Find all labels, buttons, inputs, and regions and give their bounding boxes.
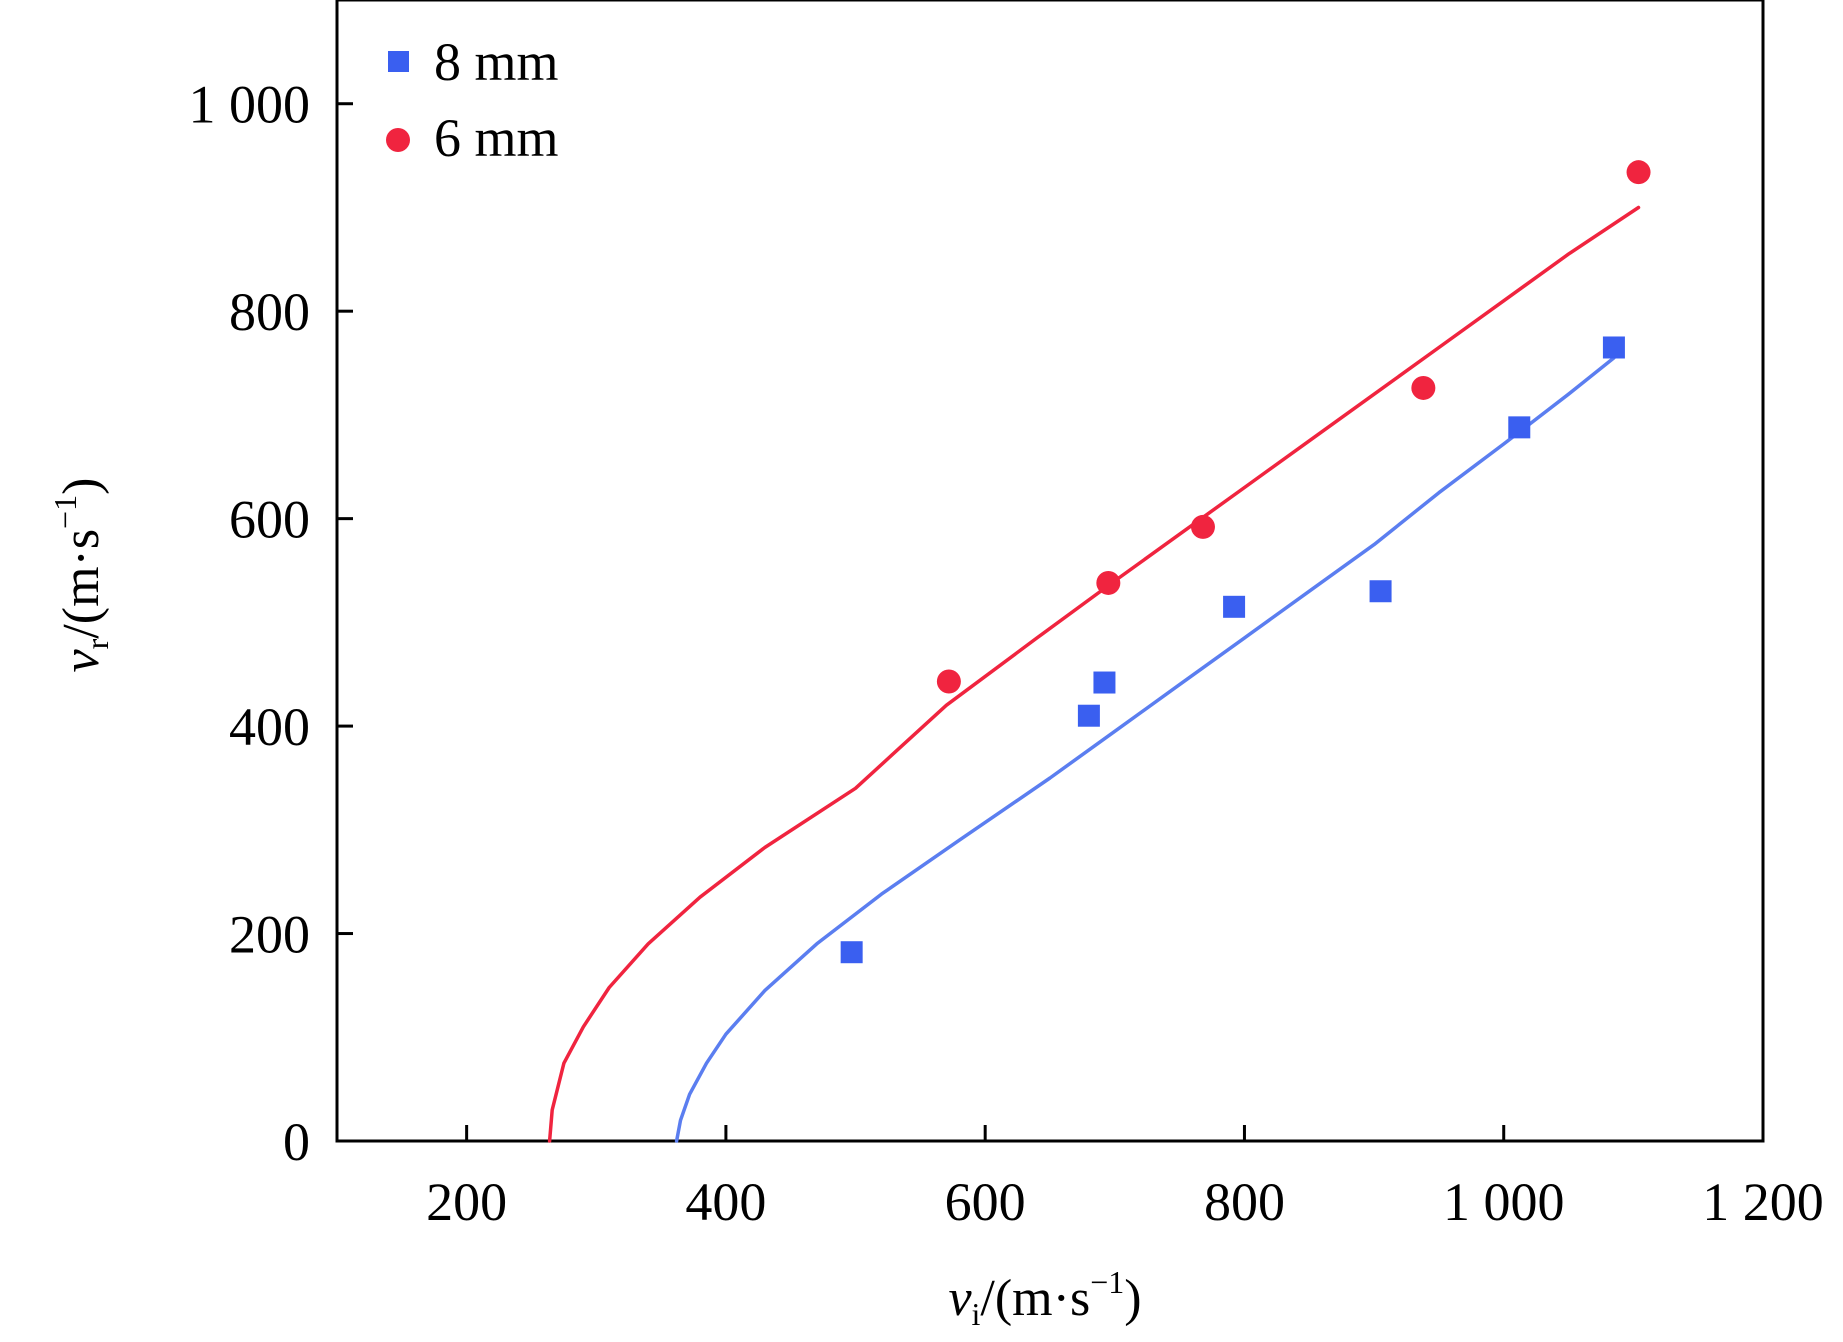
data-points-layer [840,160,1651,964]
y-tick-label: 200 [229,905,310,965]
data-point-8mm [1223,595,1246,618]
data-point-8mm [1093,671,1116,694]
data-point-8mm [1369,580,1392,603]
y-tick-label: 400 [229,697,310,757]
y-tick-label: 0 [283,1112,310,1172]
x-axis-label-var: v [948,1270,972,1327]
x-axis-label-sub: i [972,1296,981,1332]
legend-marker-6mm [386,128,410,152]
x-axis-label: vi/(m·s−1) [948,1264,1141,1332]
x-axis-label-exp: −1 [1090,1264,1124,1300]
x-tick-label: 600 [945,1172,1026,1232]
data-point-6mm [1096,570,1121,595]
data-point-8mm [1508,416,1531,439]
x-tick-label: 1 200 [1702,1172,1824,1232]
y-axis-label-close: ) [53,478,110,495]
legend-label-8mm: 8 mm [434,32,559,92]
y-axis-label-exp: −1 [47,495,83,529]
data-point-6mm [1190,514,1215,539]
x-tick-label: 1 000 [1443,1172,1565,1232]
legend-marker-8mm [388,51,409,72]
x-tick-label: 400 [685,1172,766,1232]
ticks-layer: 200 400 600 800 1 000 1 200 0 200 400 600 800 1 000 [189,75,1824,1232]
legend: 8 mm 6 mm [386,32,559,168]
data-point-6mm [1411,375,1436,400]
data-point-6mm [936,669,961,694]
data-point-8mm [1602,336,1625,359]
x-tick-label: 200 [426,1172,507,1232]
fit-curve-8mm [674,356,1616,1143]
fit-curve-6mm [547,205,1641,1143]
legend-label-6mm: 6 mm [434,108,559,168]
y-axis-label-sub: r [79,638,115,649]
data-point-8mm [840,941,863,964]
plot-frame [335,0,1765,1143]
y-axis-label-var: v [53,648,110,672]
axes-layer [335,0,1765,1143]
x-tick-label: 800 [1204,1172,1285,1232]
y-axis-label: vr/(m·s−1) [47,478,115,673]
y-tick-label: 800 [229,282,310,342]
x-axis-label-unit: /(m·s [980,1270,1090,1327]
data-point-8mm [1077,704,1100,727]
fit-curves-layer [547,205,1641,1143]
data-point-6mm [1626,160,1651,185]
x-axis-label-close: ) [1124,1270,1141,1327]
y-axis-label-unit: /(m·s [53,529,110,639]
y-tick-label: 1 000 [189,75,311,135]
y-tick-label: 600 [229,490,310,550]
